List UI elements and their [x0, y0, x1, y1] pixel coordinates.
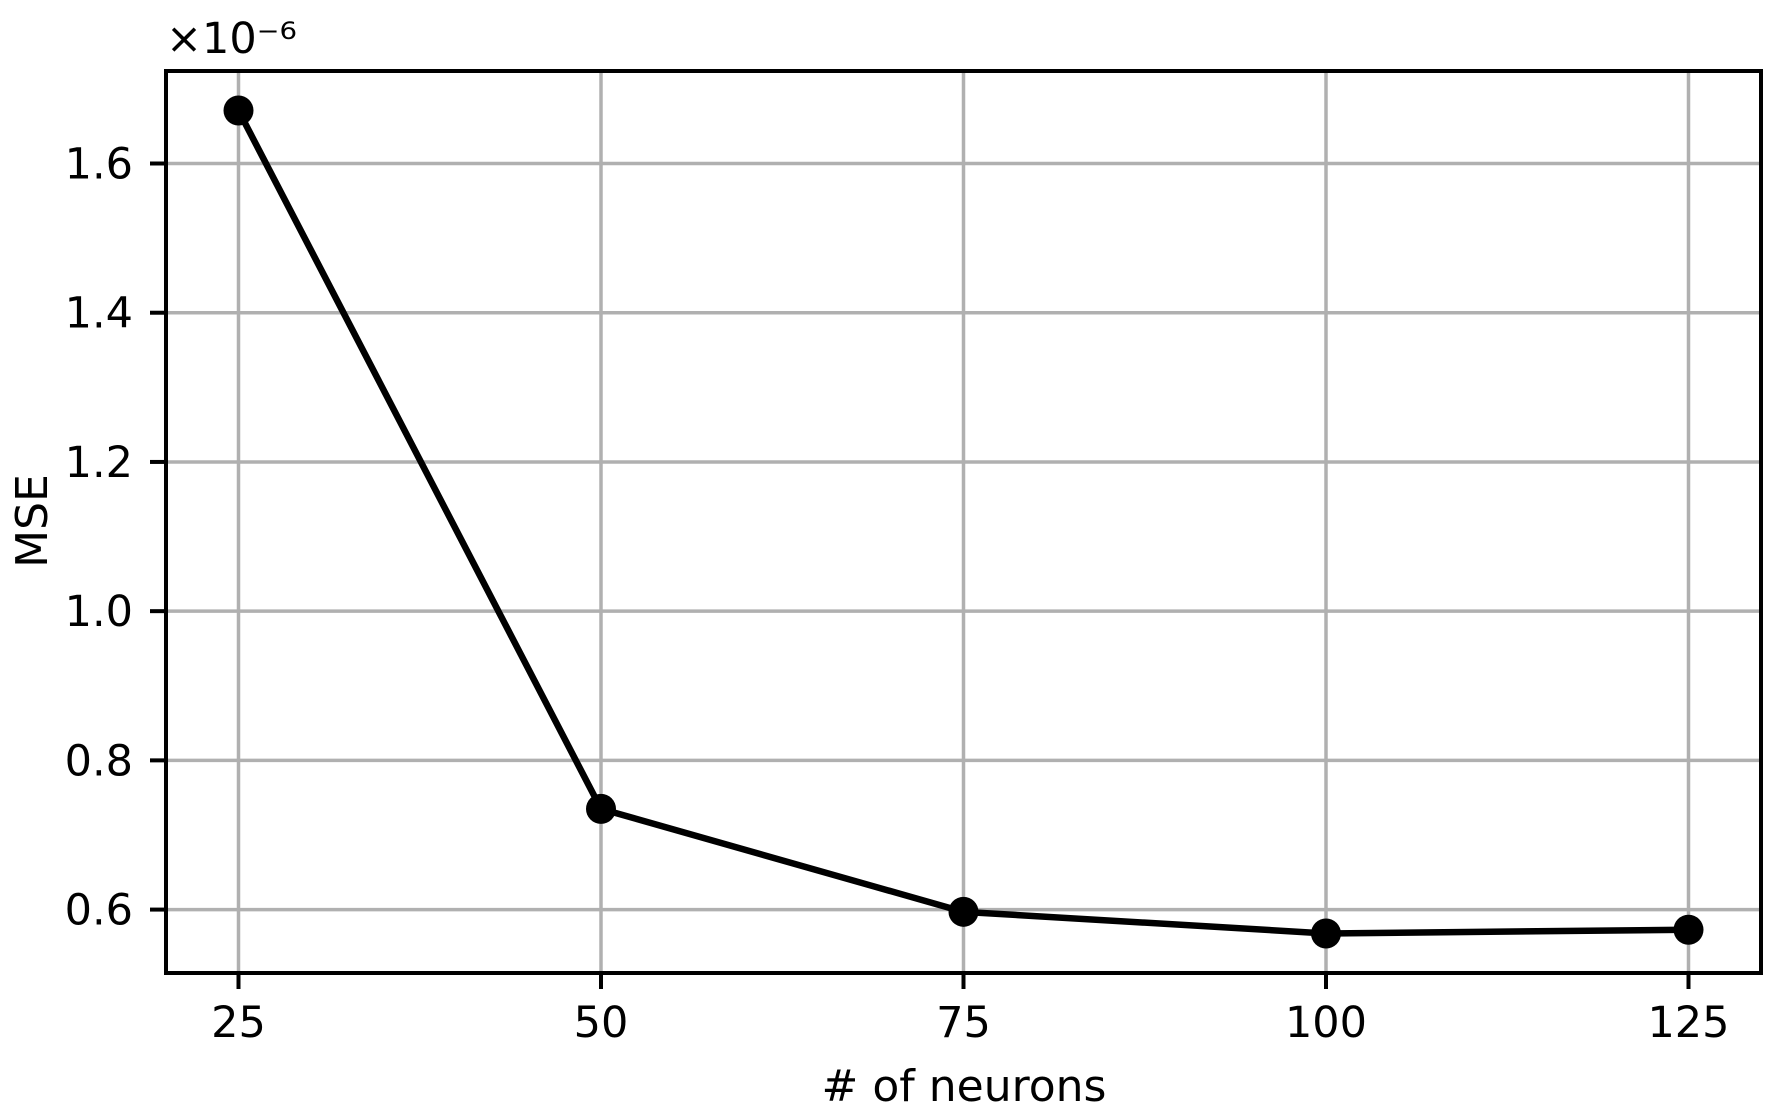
data-point-marker [948, 896, 979, 927]
x-tick-label: 25 [211, 998, 266, 1048]
x-tick-label: 100 [1285, 998, 1367, 1048]
plot-border [164, 69, 1763, 975]
tick-label-layer: 25 50 75 100 125 0.6 0.8 1.0 1.2 1.4 1.6 [65, 140, 1730, 1048]
x-tick-label: 75 [936, 998, 991, 1048]
data-point-marker [1311, 918, 1341, 949]
x-tick-label: 50 [574, 998, 629, 1048]
y-axis-offset-text: ×10⁻⁶ [166, 14, 297, 64]
tick-layer [150, 161, 1691, 989]
data-point-marker [1673, 914, 1704, 945]
y-tick-label: 0.8 [65, 736, 133, 786]
x-tick-label: 125 [1647, 998, 1729, 1048]
y-tick-label: 1.6 [65, 140, 133, 190]
data-point-marker [223, 95, 254, 126]
y-tick-label: 1.0 [65, 587, 133, 637]
y-tick-label: 1.2 [65, 438, 133, 488]
y-axis-label: MSE [7, 474, 58, 568]
grid-layer [166, 71, 1761, 973]
data-point-marker [586, 793, 616, 824]
x-axis-label: # of neurons [822, 1061, 1107, 1112]
y-tick-label: 1.4 [65, 289, 133, 339]
series-layer [223, 95, 1704, 949]
y-tick-label: 0.6 [65, 886, 133, 936]
